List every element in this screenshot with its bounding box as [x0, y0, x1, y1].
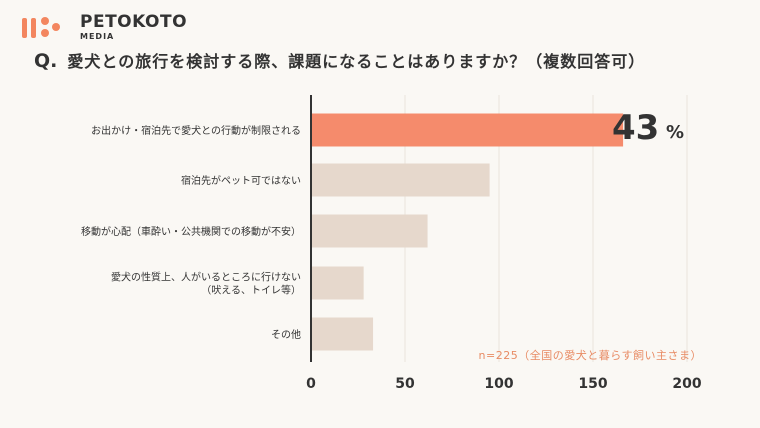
x-tick-label: 50 [395, 376, 415, 392]
brand-logo: PETOKOTO MEDIA [22, 14, 187, 41]
x-tick-label: 150 [578, 376, 607, 392]
logo-mark-icon [22, 16, 70, 39]
bar-0 [311, 113, 624, 147]
question-heading: Q. 愛犬との旅行を検討する際、課題になることはありますか？（複数回答可） [34, 48, 645, 72]
x-tick-label: 0 [306, 376, 316, 392]
brand-name: PETOKOTO [80, 12, 188, 32]
sample-size-note: n=225（全国の愛犬と暮らす飼い主さま） [479, 348, 702, 362]
brand-text: PETOKOTO MEDIA [80, 14, 187, 41]
category-label: その他 [271, 328, 301, 341]
brand-sub: MEDIA [80, 32, 115, 41]
bar-2 [311, 214, 428, 248]
bar-4 [311, 317, 374, 351]
highlight-percent-unit: % [666, 122, 684, 143]
category-label: （吠える、トイレ等） [201, 284, 301, 297]
bar-1 [311, 163, 490, 197]
question-mark: Q. [34, 50, 58, 72]
x-tick-label: 200 [672, 376, 701, 392]
category-label: 宿泊先がペット可ではない [181, 174, 301, 187]
question-text: 愛犬との旅行を検討する際、課題になることはありますか？（複数回答可） [67, 52, 646, 71]
category-label: お出かけ・宿泊先で愛犬との行動が制限される [91, 124, 301, 137]
category-label: 移動が心配（車酔い・公共機関での移動が不安） [81, 225, 301, 238]
x-tick-label: 100 [484, 376, 513, 392]
category-label: 愛犬の性質上、人がいるところに行けない [111, 271, 301, 284]
bar-3 [311, 266, 364, 300]
highlight-percent-value: 43 [612, 108, 659, 148]
